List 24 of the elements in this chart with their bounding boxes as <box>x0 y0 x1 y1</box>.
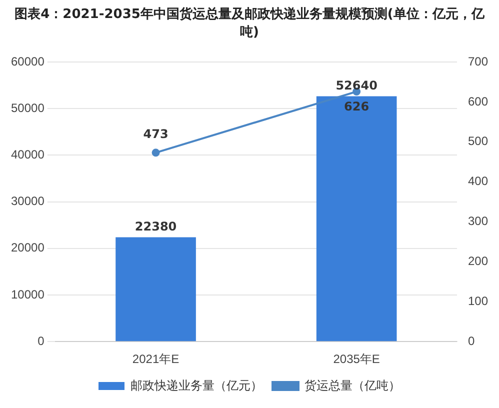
data-label: 626 <box>344 100 370 114</box>
y2-tick-label: 700 <box>468 54 488 68</box>
y2-tick-label: 400 <box>468 174 488 188</box>
y-tick-label: 60000 <box>10 54 45 68</box>
data-label: 473 <box>143 126 168 141</box>
chart-title: 图表4：2021-2035年中国货运总量及邮政快递业务量规模预测(单位：亿元，亿吨) <box>14 6 484 42</box>
x-tick-label: 2035年E <box>333 352 380 366</box>
y2-tick-label: 200 <box>468 254 488 268</box>
legend-label: 货运总量（亿吨） <box>304 378 400 392</box>
y-tick-label: 10000 <box>10 287 45 302</box>
y2-tick-label: 300 <box>468 214 488 228</box>
y2-tick-label: 0 <box>468 334 475 348</box>
y-tick-label: 50000 <box>10 100 45 115</box>
y2-tick-label: 100 <box>468 294 488 308</box>
y-tick-label: 20000 <box>10 240 45 255</box>
y-tick-label: 30000 <box>10 194 45 208</box>
y2-tick-label: 500 <box>468 134 488 148</box>
x-tick-label: 2021年E <box>132 352 180 366</box>
y-tick-label: 40000 <box>10 148 45 162</box>
y-tick-label: 0 <box>38 334 45 348</box>
data-label: 52640 <box>336 78 378 92</box>
legend-label: 邮政快递业务量（亿元） <box>130 378 262 392</box>
y2-tick-label: 600 <box>468 94 488 108</box>
data-label: 22380 <box>134 219 177 234</box>
